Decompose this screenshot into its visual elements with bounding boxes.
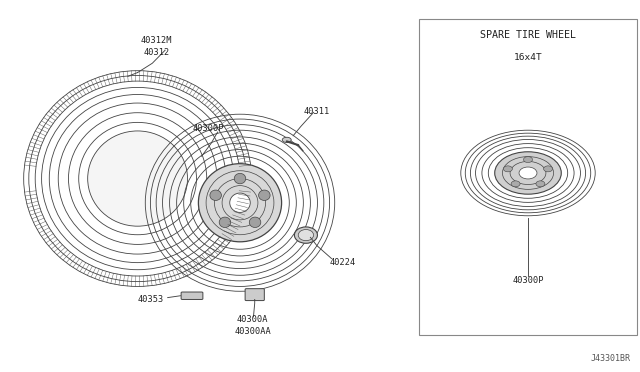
Text: 40300P: 40300P: [512, 276, 544, 285]
Ellipse shape: [298, 230, 314, 241]
Text: 40353: 40353: [137, 295, 164, 304]
Ellipse shape: [519, 167, 537, 179]
FancyBboxPatch shape: [181, 292, 203, 299]
Ellipse shape: [536, 181, 545, 187]
Ellipse shape: [230, 193, 250, 212]
Ellipse shape: [495, 152, 561, 194]
Text: 40312M
40312: 40312M 40312: [141, 36, 173, 57]
Text: SPARE TIRE WHEEL: SPARE TIRE WHEEL: [480, 31, 576, 40]
Bar: [419, 19, 637, 335]
Text: 40300P: 40300P: [192, 124, 224, 133]
Text: 40300A
40300AA: 40300A 40300AA: [234, 315, 271, 336]
FancyBboxPatch shape: [245, 289, 264, 301]
Text: 40224: 40224: [329, 258, 356, 267]
Ellipse shape: [524, 157, 532, 163]
Text: J43301BR: J43301BR: [590, 354, 630, 363]
Ellipse shape: [294, 227, 317, 243]
Ellipse shape: [504, 166, 513, 172]
Ellipse shape: [543, 166, 552, 172]
Text: 16x4T: 16x4T: [514, 53, 542, 62]
Ellipse shape: [88, 131, 188, 226]
Text: 40311: 40311: [303, 107, 330, 116]
Ellipse shape: [210, 190, 221, 201]
Ellipse shape: [234, 173, 246, 184]
Ellipse shape: [259, 190, 270, 201]
Ellipse shape: [198, 164, 282, 242]
Ellipse shape: [282, 137, 291, 142]
Ellipse shape: [219, 217, 230, 228]
Ellipse shape: [511, 181, 520, 187]
Ellipse shape: [250, 217, 261, 228]
